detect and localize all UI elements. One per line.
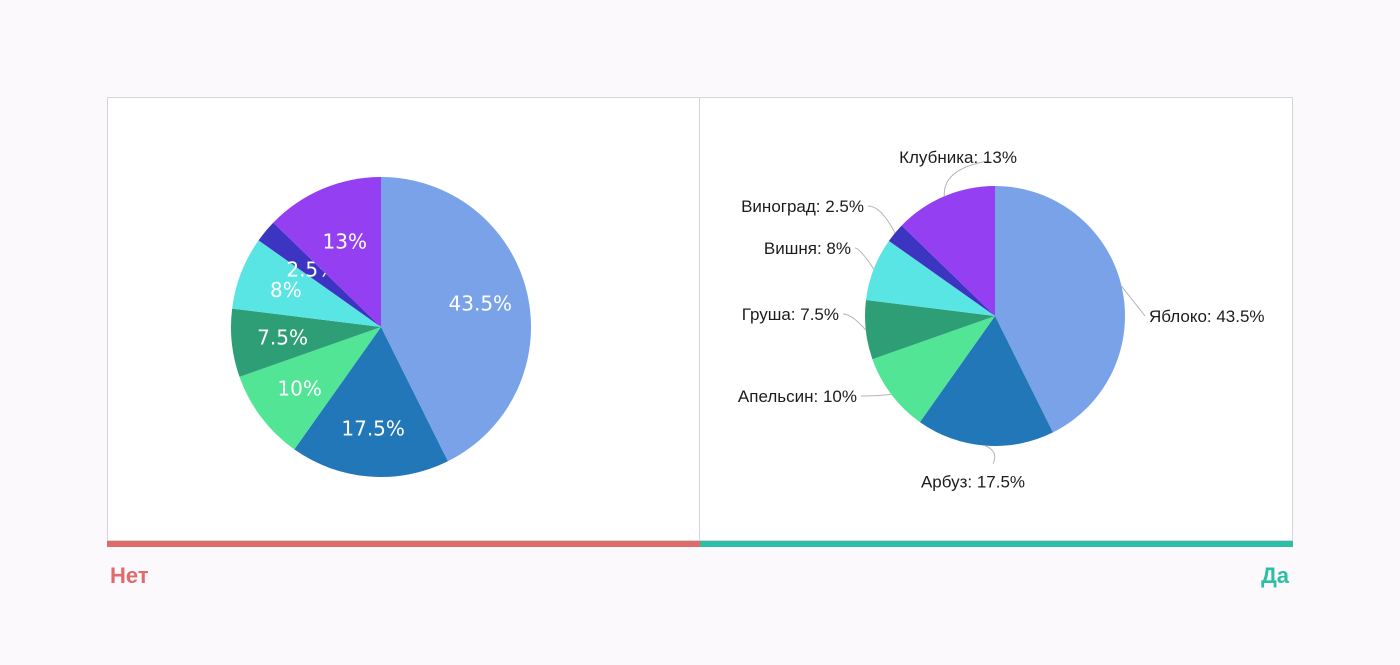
pie-slice-3 [230, 308, 381, 377]
slice-name-label: Груша: 7.5% [742, 305, 839, 324]
pie-slice-0 [995, 186, 1125, 433]
pie-slice-0 [381, 177, 531, 462]
pie-slice-4 [232, 240, 381, 327]
pie-chart-percent-labels: 43.5%17.5%10%7.5%8%2.5%13% [230, 177, 531, 478]
slice-leader-line [860, 393, 892, 397]
slice-leader-line [842, 313, 867, 331]
slice-percent-label: 10% [277, 376, 321, 400]
pie-slice-4 [865, 240, 995, 316]
pie-slice-6 [901, 186, 995, 316]
slice-name-label: Клубника: 13% [899, 148, 1017, 167]
slice-percent-label: 8% [270, 278, 302, 302]
slice-name-label: Виноград: 2.5% [741, 197, 864, 216]
slice-name-label: Вишня: 8% [764, 239, 851, 258]
pie-slice-3 [865, 300, 995, 360]
good-example-caption: Да [1261, 563, 1289, 588]
panel-divider [699, 97, 700, 541]
slice-leader-line [854, 247, 875, 270]
pie-slice-1 [294, 327, 448, 478]
slice-leader-line [943, 160, 989, 197]
slice-leader-line [867, 205, 896, 234]
pie-slice-5 [258, 222, 381, 327]
good-example-bar [700, 541, 1293, 547]
pie-slice-2 [872, 316, 995, 423]
slice-percent-label: 13% [323, 229, 367, 253]
pie-slice-6 [273, 177, 381, 327]
slice-name-label: Арбуз: 17.5% [921, 473, 1025, 492]
slice-percent-label: 43.5% [449, 292, 513, 316]
bad-example-caption: Нет [110, 563, 149, 588]
slice-leader-line [1121, 285, 1146, 317]
slice-percent-label: 17.5% [341, 417, 405, 441]
slice-name-label: Яблоко: 43.5% [1149, 307, 1265, 326]
pie-slice-2 [239, 327, 381, 450]
pie-slice-5 [888, 225, 995, 316]
slice-name-label: Апельсин: 10% [738, 387, 857, 406]
slice-leader-line [984, 445, 996, 464]
pie-slice-1 [919, 316, 1053, 446]
slice-percent-label: 7.5% [257, 326, 308, 350]
bad-example-bar [107, 541, 700, 547]
pie-chart-name-labels: Яблоко: 43.5% Арбуз: 17.5% Апельсин: 10% Гр… [738, 148, 1265, 492]
